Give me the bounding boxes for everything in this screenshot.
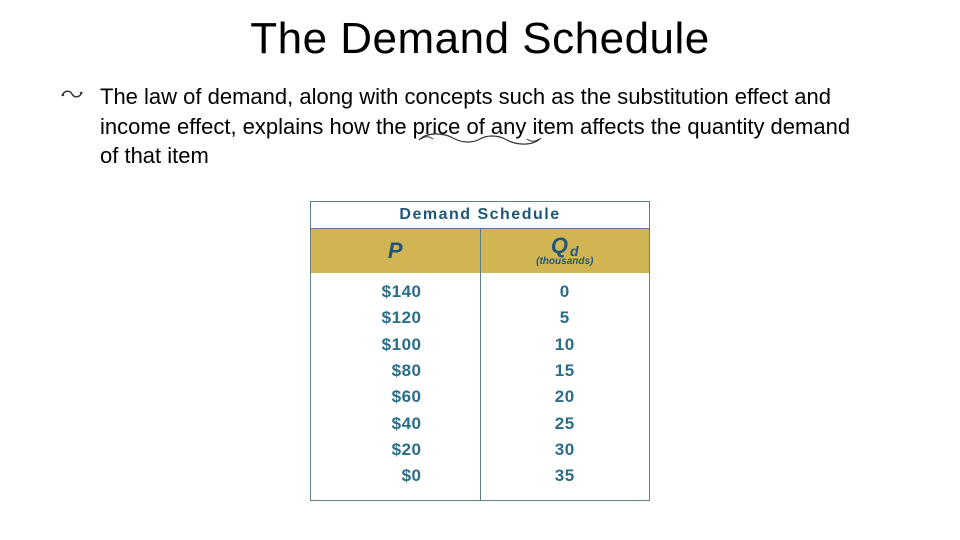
qty-cell: 25 — [481, 411, 650, 437]
qty-cell: 5 — [481, 305, 650, 331]
qty-cell: 10 — [481, 332, 650, 358]
price-cell: $20 — [311, 437, 480, 463]
qty-cell: 30 — [481, 437, 650, 463]
price-cell: $120 — [311, 305, 480, 331]
bullet-row: The law of demand, along with concepts s… — [0, 82, 960, 171]
quantity-column: 0 5 10 15 20 25 30 35 — [481, 273, 650, 500]
price-cell: $60 — [311, 384, 480, 410]
qty-cell: 35 — [481, 463, 650, 489]
qty-cell: 20 — [481, 384, 650, 410]
qty-cell: 0 — [481, 279, 650, 305]
column-header-quantity: Qd (thousands) — [481, 229, 650, 273]
demand-schedule-table: Demand Schedule P Qd (thousands) $140 $1… — [310, 201, 650, 501]
bullet-swirl-icon — [60, 86, 84, 107]
table-header: P Qd (thousands) — [311, 229, 649, 273]
flourish-icon — [415, 130, 545, 153]
qty-cell: 15 — [481, 358, 650, 384]
table-body: $140 $120 $100 $80 $60 $40 $20 $0 0 5 10… — [311, 273, 649, 500]
price-cell: $0 — [311, 463, 480, 489]
price-cell: $140 — [311, 279, 480, 305]
price-cell: $40 — [311, 411, 480, 437]
price-cell: $80 — [311, 358, 480, 384]
price-cell: $100 — [311, 332, 480, 358]
slide-title: The Demand Schedule — [0, 0, 960, 74]
column-header-price: P — [311, 229, 481, 273]
price-column: $140 $120 $100 $80 $60 $40 $20 $0 — [311, 273, 481, 500]
table-title: Demand Schedule — [311, 202, 649, 229]
bullet-text: The law of demand, along with concepts s… — [100, 82, 860, 171]
